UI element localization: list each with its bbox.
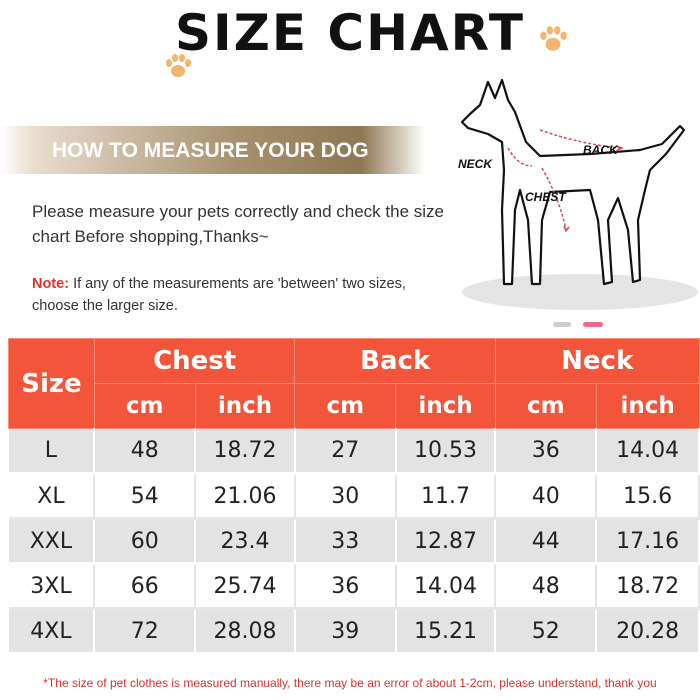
back-header: Back: [294, 338, 496, 384]
table-cell: 48: [495, 563, 598, 610]
table-cell: 18.72: [596, 563, 700, 610]
size-cell: XXL: [8, 518, 96, 565]
table-cell: 15.6: [596, 473, 700, 520]
table-cell: 52: [495, 608, 598, 655]
table-row: XXL 60 23.4 33 12.87 44 17.16: [8, 518, 700, 565]
size-table: Size Chest Back Neck cm inch cm inch cm …: [8, 338, 700, 655]
note-label: Note:: [32, 276, 70, 292]
back-label: BACK: [583, 143, 618, 157]
table-cell: 27: [294, 428, 397, 475]
table-cell: 66: [94, 563, 197, 610]
table-cell: 10.53: [395, 428, 497, 475]
banner-title: HOW TO MEASURE YOUR DOG: [52, 139, 369, 162]
table-cell: 14.04: [596, 428, 700, 475]
size-cell: L: [8, 428, 96, 475]
size-cell: 3XL: [8, 563, 96, 610]
table-cell: 48: [94, 428, 197, 475]
size-cell: 4XL: [8, 608, 96, 655]
table-cell: 21.06: [195, 473, 296, 520]
chest-label: CHEST: [525, 190, 566, 204]
page-title: SIZE CHART: [174, 4, 526, 62]
table-cell: 60: [94, 518, 197, 565]
size-header: Size: [8, 338, 95, 429]
unit-header: inch: [395, 383, 496, 429]
table-cell: 40: [495, 473, 598, 520]
size-cell: XL: [8, 473, 96, 520]
neck-header: Neck: [494, 338, 700, 384]
table-cell: 20.28: [596, 608, 700, 655]
unit-header: inch: [595, 383, 700, 429]
unit-header: cm: [294, 383, 397, 429]
table-cell: 28.08: [195, 608, 296, 655]
unit-header: cm: [93, 383, 196, 429]
table-cell: 15.21: [395, 608, 497, 655]
table-row: XL 54 21.06 30 11.7 40 15.6: [8, 473, 700, 520]
table-cell: 17.16: [596, 518, 700, 565]
note: Note: If any of the measurements are 'be…: [32, 273, 422, 317]
paw-icon: [540, 26, 567, 51]
table-cell: 25.74: [195, 563, 296, 610]
table-cell: 39: [294, 608, 397, 655]
table-cell: 18.72: [195, 428, 296, 475]
banner-background: [0, 126, 425, 174]
carousel-dot: [553, 322, 571, 327]
footnote: *The size of pet clothes is measured man…: [43, 676, 657, 690]
chest-header: Chest: [93, 338, 296, 384]
neck-label: NECK: [458, 157, 493, 171]
table-cell: 44: [495, 518, 598, 565]
note-text: If any of the measurements are 'between'…: [32, 276, 406, 314]
table-cell: 54: [94, 473, 197, 520]
table-cell: 33: [294, 518, 397, 565]
unit-header: cm: [494, 383, 597, 429]
table-row: 4XL 72 28.08 39 15.21 52 20.28: [8, 608, 700, 655]
instruction-text: Please measure your pets correctly and c…: [32, 202, 444, 246]
table-cell: 72: [94, 608, 197, 655]
dog-silhouette-icon: [460, 78, 698, 310]
table-cell: 30: [294, 473, 397, 520]
table-cell: 14.04: [395, 563, 497, 610]
table-cell: 36: [294, 563, 397, 610]
carousel-dot-active: [583, 322, 603, 327]
table-row: 3XL 66 25.74 36 14.04 48 18.72: [8, 563, 700, 610]
table-row: L 48 18.72 27 10.53 36 14.04: [8, 428, 700, 475]
table-cell: 11.7: [395, 473, 497, 520]
unit-header: inch: [194, 383, 296, 429]
table-cell: 12.87: [395, 518, 497, 565]
table-cell: 36: [495, 428, 598, 475]
table-cell: 23.4: [195, 518, 296, 565]
paw-icon: [166, 54, 191, 77]
